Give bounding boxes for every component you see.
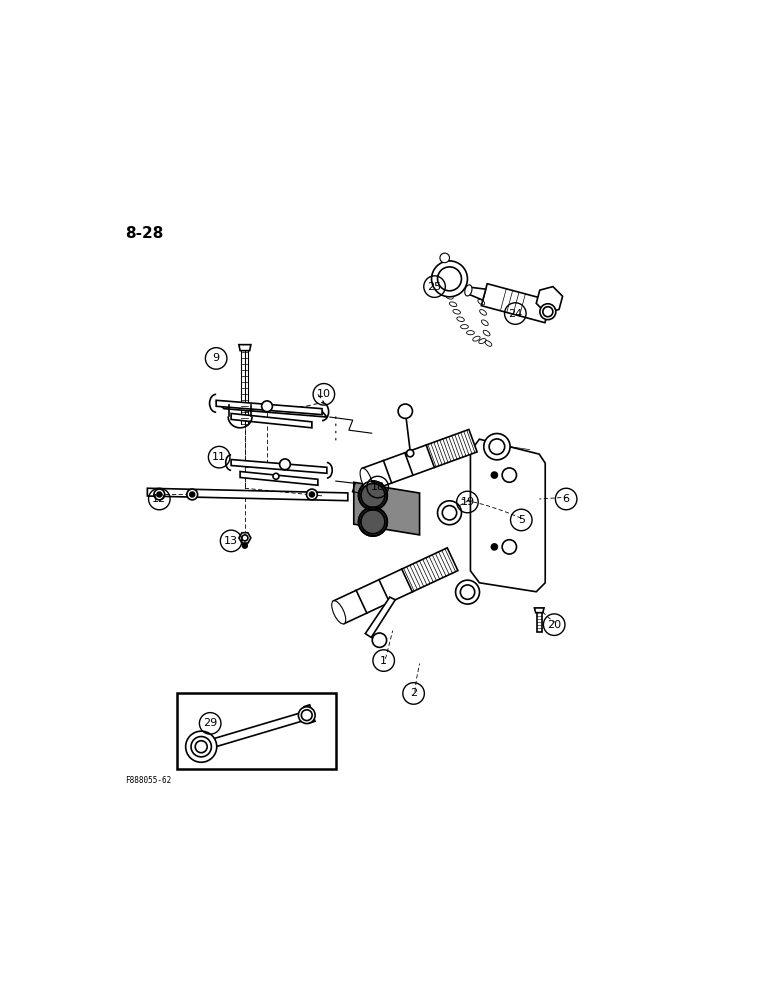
Circle shape: [438, 501, 462, 525]
Circle shape: [398, 404, 412, 418]
Text: 1: 1: [380, 656, 388, 666]
Circle shape: [195, 741, 207, 753]
Circle shape: [361, 483, 385, 507]
Text: 9: 9: [212, 353, 220, 363]
Circle shape: [455, 580, 479, 604]
Circle shape: [484, 434, 510, 460]
Circle shape: [306, 489, 317, 500]
Circle shape: [543, 307, 553, 317]
Circle shape: [432, 261, 468, 297]
Polygon shape: [231, 460, 327, 473]
Polygon shape: [239, 345, 251, 351]
Circle shape: [301, 710, 312, 721]
Circle shape: [157, 492, 161, 497]
Circle shape: [279, 459, 290, 470]
Circle shape: [407, 450, 414, 457]
Polygon shape: [216, 400, 322, 415]
Ellipse shape: [465, 285, 472, 296]
Circle shape: [438, 267, 462, 291]
Circle shape: [492, 472, 497, 478]
Polygon shape: [362, 429, 477, 491]
Polygon shape: [481, 284, 550, 323]
Text: 13: 13: [224, 536, 238, 546]
Polygon shape: [534, 608, 544, 613]
Circle shape: [440, 253, 449, 263]
Circle shape: [442, 506, 457, 520]
Circle shape: [298, 707, 315, 724]
Circle shape: [187, 489, 198, 500]
Polygon shape: [468, 287, 486, 300]
Text: 8-28: 8-28: [125, 226, 164, 241]
Text: 2: 2: [410, 688, 417, 698]
Circle shape: [242, 535, 248, 541]
Circle shape: [242, 543, 247, 548]
Text: 20: 20: [547, 620, 561, 630]
Polygon shape: [470, 439, 545, 592]
Polygon shape: [200, 713, 301, 751]
Circle shape: [262, 401, 273, 412]
Ellipse shape: [332, 601, 346, 624]
Circle shape: [190, 492, 195, 497]
Circle shape: [358, 507, 388, 536]
Circle shape: [154, 489, 164, 500]
Polygon shape: [537, 610, 542, 632]
Circle shape: [502, 468, 516, 482]
Text: 25: 25: [428, 282, 442, 292]
Polygon shape: [304, 705, 312, 713]
Circle shape: [489, 439, 505, 454]
Polygon shape: [216, 401, 327, 417]
Circle shape: [273, 473, 279, 479]
Bar: [178, 693, 336, 769]
Polygon shape: [334, 548, 458, 624]
Text: 24: 24: [508, 309, 523, 319]
Text: 6: 6: [563, 494, 570, 504]
Text: 18: 18: [371, 482, 384, 492]
Circle shape: [502, 540, 516, 554]
Ellipse shape: [360, 468, 372, 491]
Polygon shape: [307, 716, 315, 723]
Text: 19: 19: [460, 497, 475, 507]
Polygon shape: [365, 597, 395, 637]
Circle shape: [358, 481, 388, 510]
Polygon shape: [354, 482, 420, 535]
Circle shape: [460, 585, 475, 599]
Text: 10: 10: [317, 389, 331, 399]
Circle shape: [191, 737, 212, 757]
Polygon shape: [239, 533, 251, 543]
Polygon shape: [231, 413, 312, 428]
Polygon shape: [537, 287, 563, 313]
Circle shape: [310, 492, 314, 497]
Text: 11: 11: [212, 452, 226, 462]
Circle shape: [185, 731, 217, 762]
Text: 12: 12: [152, 494, 167, 504]
Text: 5: 5: [518, 515, 525, 525]
Text: F888055-62: F888055-62: [125, 776, 171, 785]
Polygon shape: [147, 488, 348, 501]
Circle shape: [540, 304, 556, 320]
Text: 29: 29: [203, 718, 217, 728]
Circle shape: [372, 633, 387, 647]
Circle shape: [492, 544, 497, 550]
Polygon shape: [240, 471, 318, 485]
Circle shape: [361, 510, 385, 534]
